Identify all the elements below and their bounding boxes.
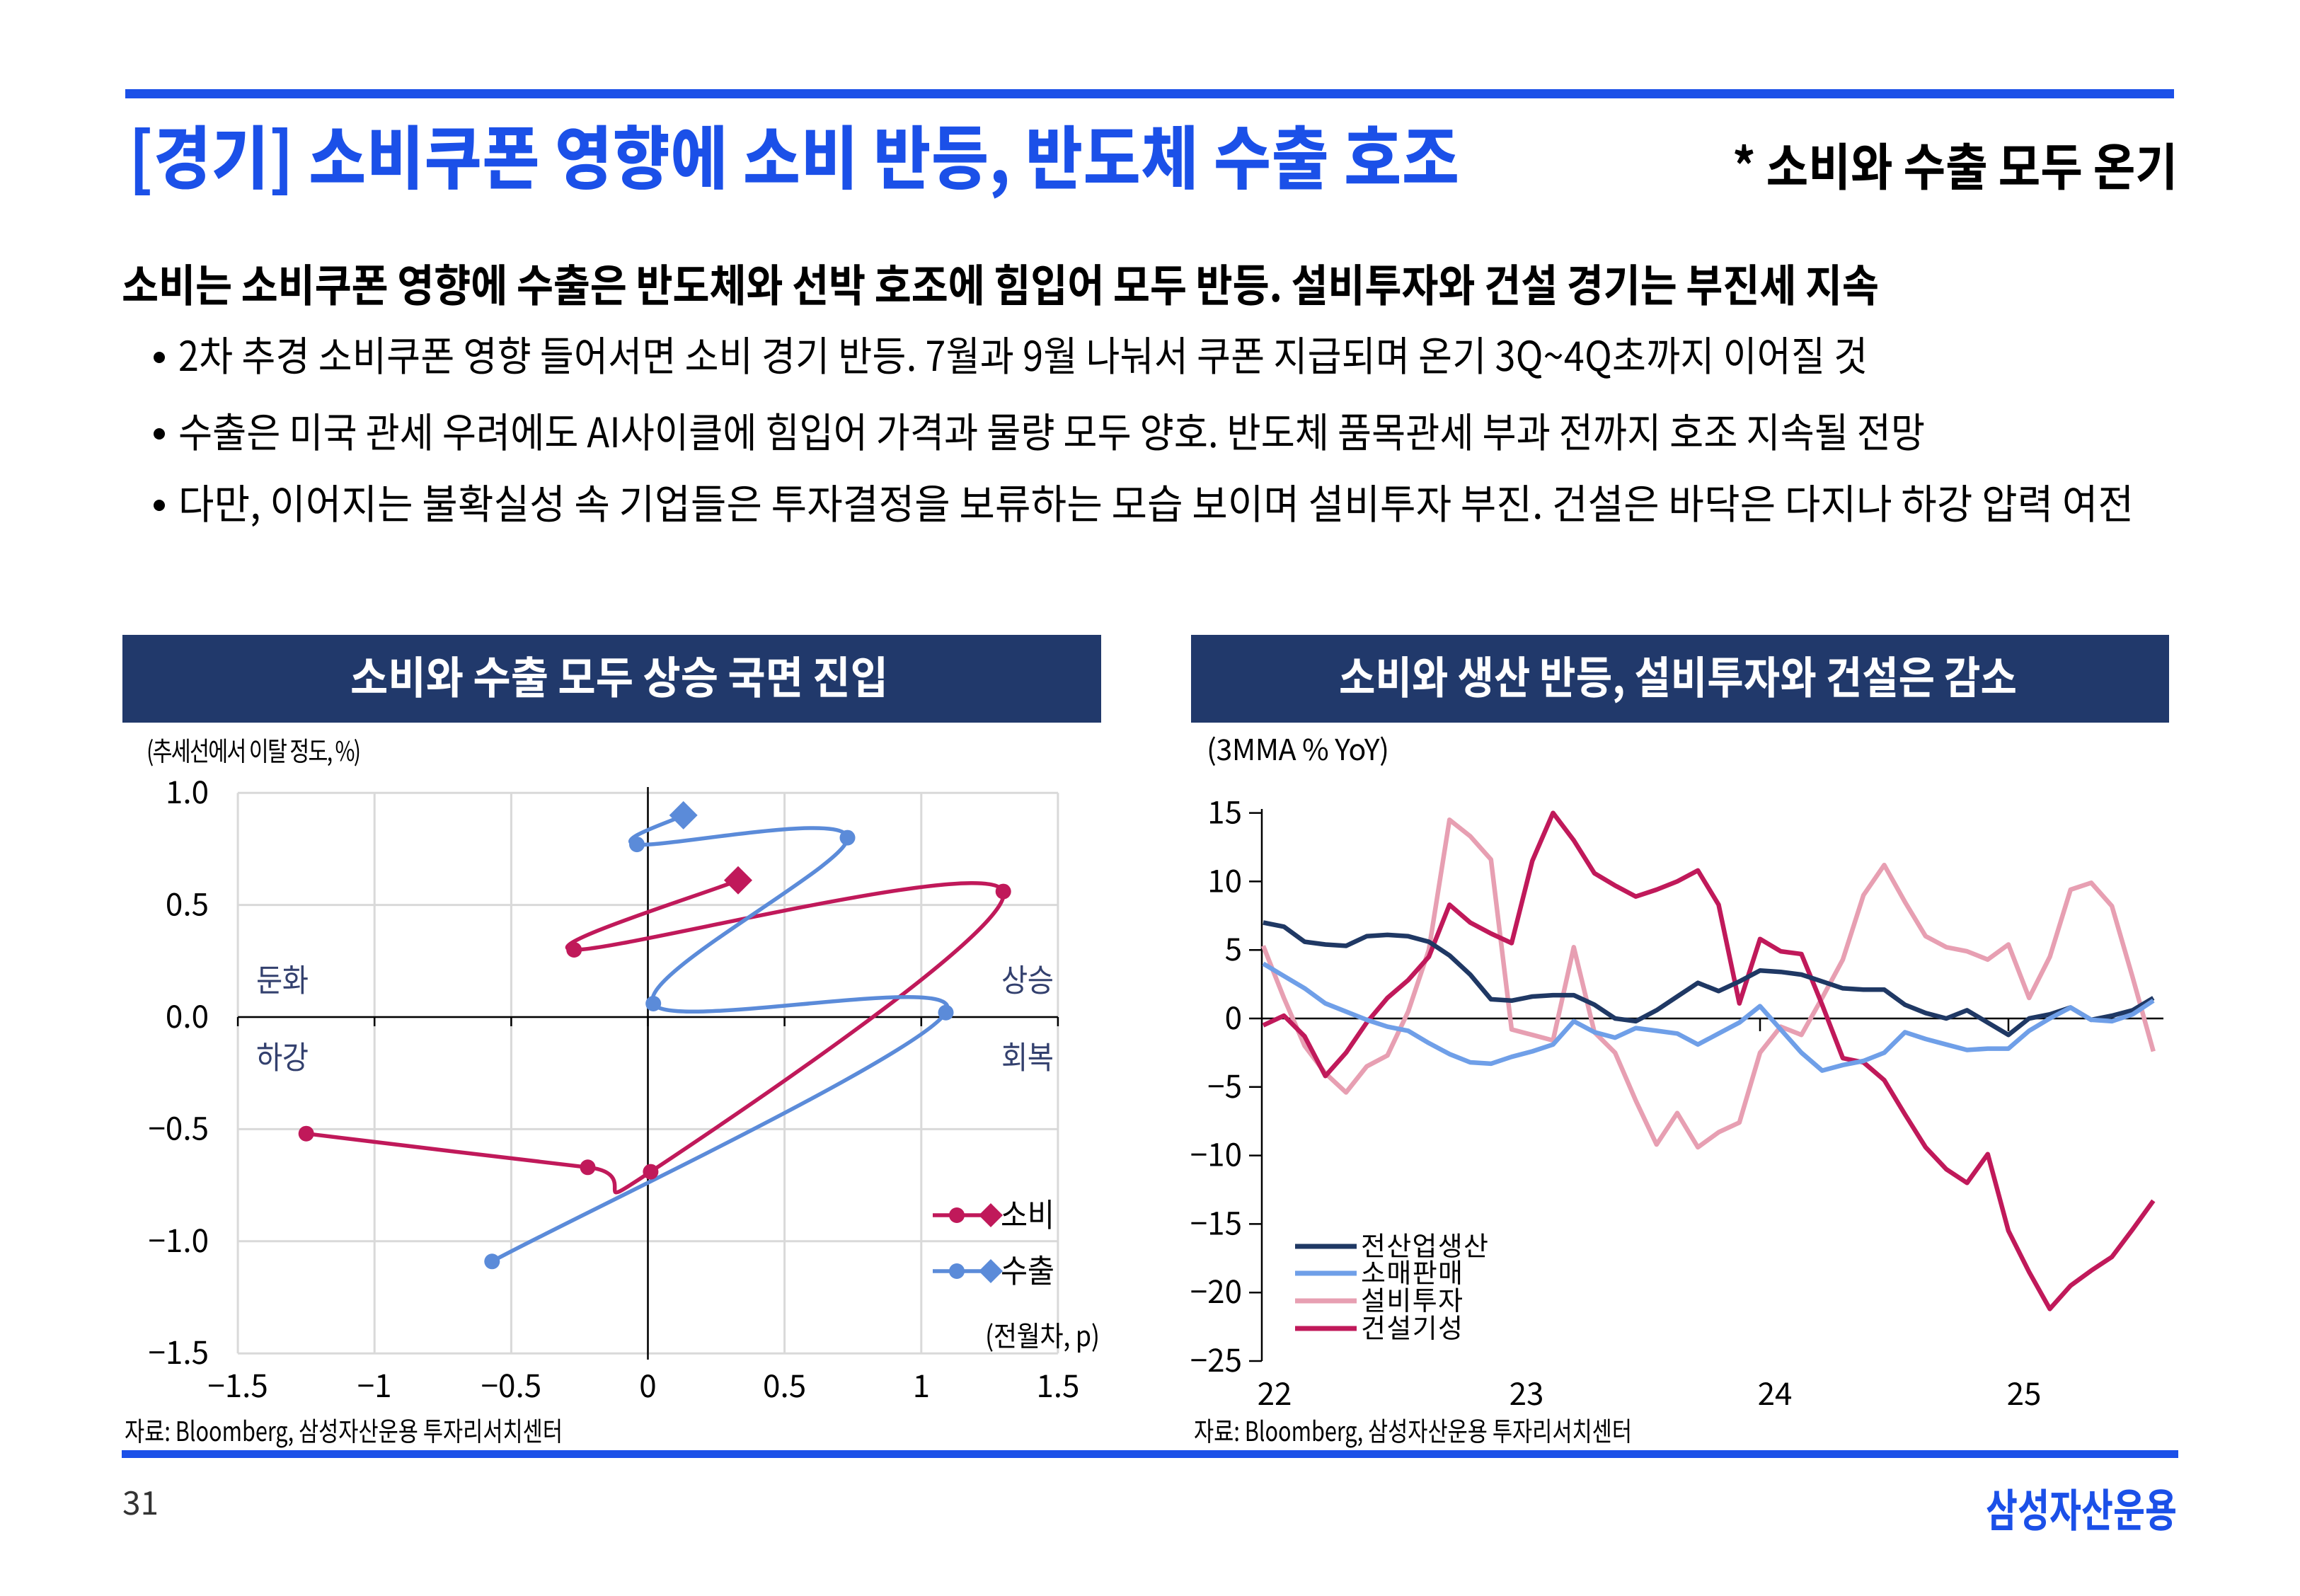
svg-text:−1.5: −1.5	[207, 1361, 268, 1406]
svg-text:−20: −20	[1190, 1267, 1242, 1312]
svg-text:2차 추경 소비쿠폰 영향 들어서면 소비 경기 반등. 7: 2차 추경 소비쿠폰 영향 들어서면 소비 경기 반등. 7월과 9월 나눠서 …	[178, 323, 1868, 383]
svg-text:수출: 수출	[1001, 1244, 1054, 1292]
svg-text:23: 23	[1510, 1369, 1544, 1414]
svg-text:[경기] 소비쿠폰 영향에 소비 반등, 반도체 수출 호조: [경기] 소비쿠폰 영향에 소비 반등, 반도체 수출 호조	[129, 103, 1459, 203]
svg-text:소비는 소비쿠폰 영향에 수출은 반도체와 선박 호조에 힘: 소비는 소비쿠폰 영향에 수출은 반도체와 선박 호조에 힘입어 모두 반등. …	[122, 250, 1879, 314]
svg-text:−5: −5	[1207, 1062, 1242, 1107]
svg-text:소비와 수출 모두 상승 국면 진입: 소비와 수출 모두 상승 국면 진입	[350, 643, 888, 707]
svg-text:22: 22	[1258, 1369, 1292, 1414]
svg-text:자료: Bloomberg, 삼성자산운용 투자리서치센터: 자료: Bloomberg, 삼성자산운용 투자리서치센터	[1194, 1410, 1632, 1449]
svg-text:다만, 이어지는 불확실성 속 기업들은 투자결정을 보류하: 다만, 이어지는 불확실성 속 기업들은 투자결정을 보류하는 모습 보이며 설…	[178, 472, 2134, 531]
svg-text:0.0: 0.0	[166, 992, 209, 1037]
svg-text:−1.5: −1.5	[149, 1328, 209, 1373]
svg-text:−10: −10	[1190, 1130, 1242, 1176]
svg-text:0.5: 0.5	[763, 1361, 806, 1406]
svg-text:(추세선에서 이탈 정도, %): (추세선에서 이탈 정도, %)	[146, 730, 361, 769]
svg-text:31: 31	[122, 1478, 159, 1525]
svg-text:건설기성: 건설기성	[1361, 1307, 1463, 1345]
svg-text:−0.5: −0.5	[481, 1361, 542, 1406]
svg-text:10: 10	[1207, 856, 1242, 901]
svg-text:자료: Bloomberg, 삼성자산운용 투자리서치센터: 자료: Bloomberg, 삼성자산운용 투자리서치센터	[125, 1410, 563, 1449]
svg-text:−0.5: −0.5	[149, 1103, 209, 1149]
svg-text:15: 15	[1207, 788, 1242, 833]
svg-text:(3MMA % YoY): (3MMA % YoY)	[1207, 726, 1389, 769]
svg-text:소비: 소비	[1001, 1188, 1054, 1236]
svg-text:소매판매: 소매판매	[1361, 1251, 1463, 1290]
svg-text:1.5: 1.5	[1036, 1361, 1079, 1406]
svg-text:(전월차, p): (전월차, p)	[985, 1314, 1100, 1355]
svg-text:−15: −15	[1190, 1198, 1242, 1244]
svg-text:25: 25	[2007, 1369, 2042, 1414]
svg-text:0: 0	[1225, 993, 1242, 1038]
svg-text:전산업생산: 전산업생산	[1361, 1224, 1488, 1263]
svg-text:삼성자산운용: 삼성자산운용	[1986, 1475, 2177, 1540]
svg-text:* 소비와 수출 모두 온기: * 소비와 수출 모두 온기	[1732, 127, 2178, 200]
svg-text:설비투자: 설비투자	[1361, 1279, 1463, 1318]
svg-text:5: 5	[1225, 924, 1242, 970]
svg-text:수출은 미국 관세 우려에도 AI사이클에 힘입어 가격과: 수출은 미국 관세 우려에도 AI사이클에 힘입어 가격과 물량 모두 양호. …	[178, 400, 1925, 459]
svg-text:둔화: 둔화	[256, 955, 309, 1001]
svg-text:0: 0	[639, 1361, 656, 1406]
svg-text:24: 24	[1758, 1369, 1793, 1414]
svg-text:−1: −1	[357, 1361, 392, 1406]
svg-text:상승: 상승	[1001, 955, 1054, 1001]
svg-text:−25: −25	[1190, 1336, 1242, 1381]
svg-text:1.0: 1.0	[166, 767, 209, 813]
svg-text:회복: 회복	[1001, 1032, 1054, 1078]
svg-text:−1.0: −1.0	[149, 1216, 209, 1261]
svg-text:0.5: 0.5	[166, 880, 209, 925]
svg-text:소비와 생산 반등, 설비투자와 건설은 감소: 소비와 생산 반등, 설비투자와 건설은 감소	[1339, 643, 2017, 707]
svg-text:1: 1	[913, 1361, 930, 1406]
svg-text:하강: 하강	[256, 1032, 309, 1078]
